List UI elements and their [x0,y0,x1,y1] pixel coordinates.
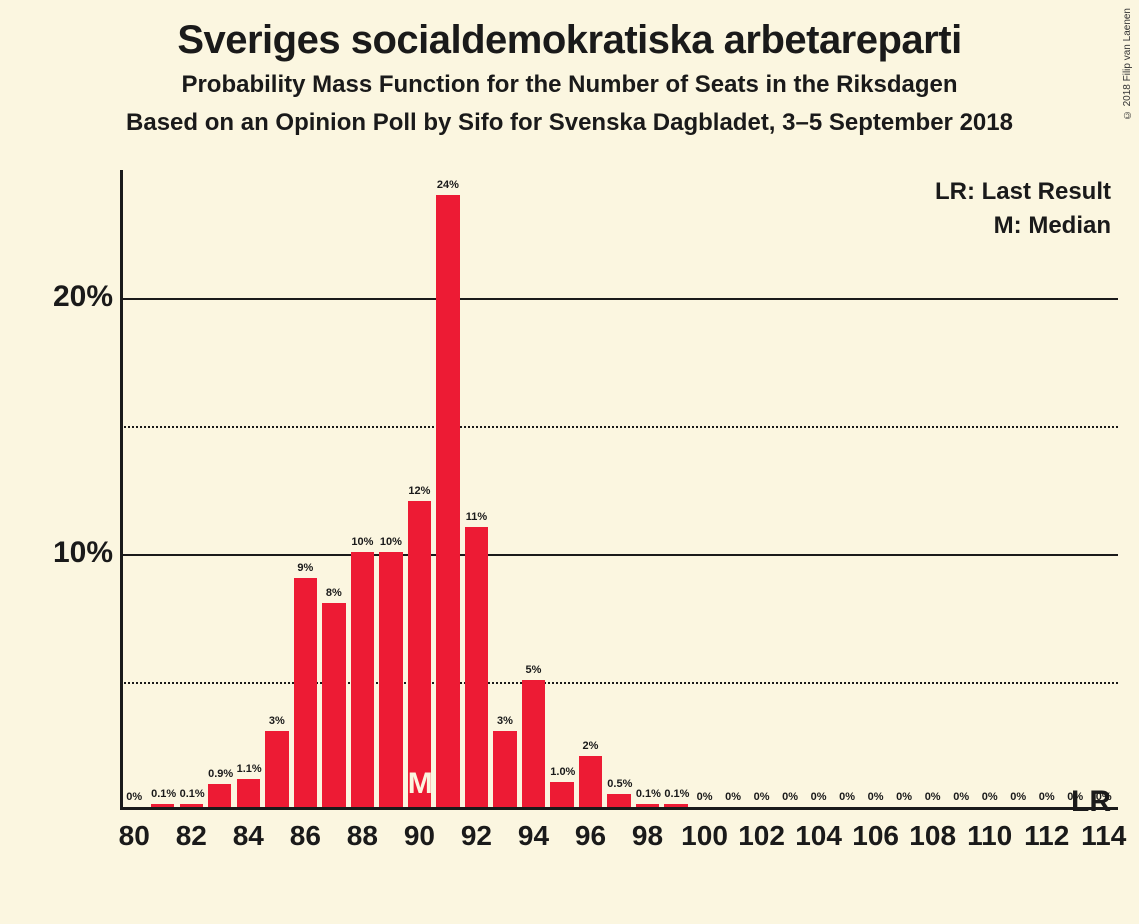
bar-slot: 0.5% [607,794,630,807]
bar: 9% [294,578,317,807]
bar: 0.5% [607,794,630,807]
chart-subtitle-1: Probability Mass Function for the Number… [0,71,1139,99]
bar: 24% [436,195,459,807]
x-axis-tick-label: 110 [967,820,1012,852]
bar-value-label: 0.9% [208,768,231,780]
bar-value-label: 0% [807,791,830,803]
pmf-bar-chart: 20%10% 0%0.1%0.1%0.9%1.1%3%9%8%10%10%12%… [28,170,1118,870]
bar: 12%M [408,501,431,807]
bar-value-label: 3% [493,715,516,727]
x-axis-tick-label: 114 [1081,820,1126,852]
x-axis-tick-label: 84 [233,820,264,852]
x-axis-tick-label: 94 [518,820,549,852]
bar-slot: 5% [522,680,545,807]
bar: 1.0% [550,782,573,807]
x-axis-tick-label: 112 [1024,820,1069,852]
bar-slot: 10% [351,552,374,807]
bar-slot: 2% [579,756,602,807]
bar-value-label: 0.5% [607,778,630,790]
bar: 3% [493,731,516,807]
bar: 5% [522,680,545,807]
bar-value-label: 0% [1064,791,1087,803]
bar-value-label: 10% [351,536,374,548]
bar-value-label: 0% [1007,791,1030,803]
x-axis-tick-label: 106 [852,820,899,852]
chart-titles: Sveriges socialdemokratiska arbetarepart… [0,0,1139,137]
bar: 1.1% [237,779,260,807]
bar-value-label: 0% [1035,791,1058,803]
bar-slot: 8% [322,603,345,807]
x-axis-tick-label: 88 [347,820,378,852]
bar-value-label: 12% [408,485,431,497]
bar-slot: 11% [465,527,488,807]
bar-slot: 9% [294,578,317,807]
x-axis-line [120,807,1118,810]
bar-value-label: 3% [265,715,288,727]
bar-slot: 24% [436,195,459,807]
bar-value-label: 0% [750,791,773,803]
x-axis-tick-label: 92 [461,820,492,852]
bar-slot: 10% [379,552,402,807]
bar-value-label: 0% [864,791,887,803]
y-axis-label: 10% [28,536,113,570]
bar-value-label: 24% [436,179,459,191]
bar-slot: 12%M [408,501,431,807]
x-axis-tick-label: 104 [795,820,842,852]
bar: 11% [465,527,488,807]
x-axis-tick-label: 90 [404,820,435,852]
x-axis-tick-label: 98 [632,820,663,852]
plot-area: 0%0.1%0.1%0.9%1.1%3%9%8%10%10%12%M24%11%… [120,170,1118,810]
bar-value-label: 0% [1092,791,1115,803]
bar-slot: 1.1% [237,779,260,807]
bar-slot: 3% [493,731,516,807]
bar-value-label: 0.1% [636,788,659,800]
x-axis-labels: 80 82 84 86 88 90 92 94 96 98 100 102 104 106 108 110 11… [120,820,1118,860]
bar-value-label: 0% [978,791,1001,803]
x-axis-tick-label: 82 [176,820,207,852]
chart-title: Sveriges socialdemokratiska arbetarepart… [0,18,1139,63]
bar: 8% [322,603,345,807]
bar-value-label: 0% [123,791,146,803]
x-axis-tick-label: 100 [681,820,728,852]
bar-value-label: 10% [379,536,402,548]
bar-value-label: 11% [465,511,488,523]
bar-value-label: 0.1% [180,788,203,800]
bar-value-label: 0% [693,791,716,803]
bar-value-label: 5% [522,664,545,676]
chart-subtitle-2: Based on an Opinion Poll by Sifo for Sve… [0,109,1139,137]
y-axis-label: 20% [28,280,113,314]
bar-slot: 3% [265,731,288,807]
bar-slot: 0.9% [208,784,231,807]
bar-slot: 1.0% [550,782,573,807]
bar-value-label: 0% [778,791,801,803]
bar-value-label: 8% [322,587,345,599]
bar-value-label: 0% [921,791,944,803]
bar-value-label: 1.0% [550,766,573,778]
x-axis-tick-label: 96 [575,820,606,852]
copyright-text: © 2018 Filip van Laenen [1122,8,1133,120]
bar-value-label: 0% [721,791,744,803]
bar: 10% [351,552,374,807]
bar-value-label: 2% [579,740,602,752]
bar-value-label: 1.1% [237,763,260,775]
bar: 2% [579,756,602,807]
bar-value-label: 0% [892,791,915,803]
bar: 0.9% [208,784,231,807]
bar-value-label: 9% [294,562,317,574]
bar: 3% [265,731,288,807]
x-axis-tick-label: 102 [738,820,785,852]
x-axis-tick-label: 86 [290,820,321,852]
bar: 10% [379,552,402,807]
x-axis-tick-label: 80 [119,820,150,852]
x-axis-tick-label: 108 [909,820,956,852]
bar-value-label: 0.1% [151,788,174,800]
median-marker: M [408,767,431,801]
bar-value-label: 0.1% [664,788,687,800]
bar-value-label: 0% [835,791,858,803]
bar-value-label: 0% [949,791,972,803]
